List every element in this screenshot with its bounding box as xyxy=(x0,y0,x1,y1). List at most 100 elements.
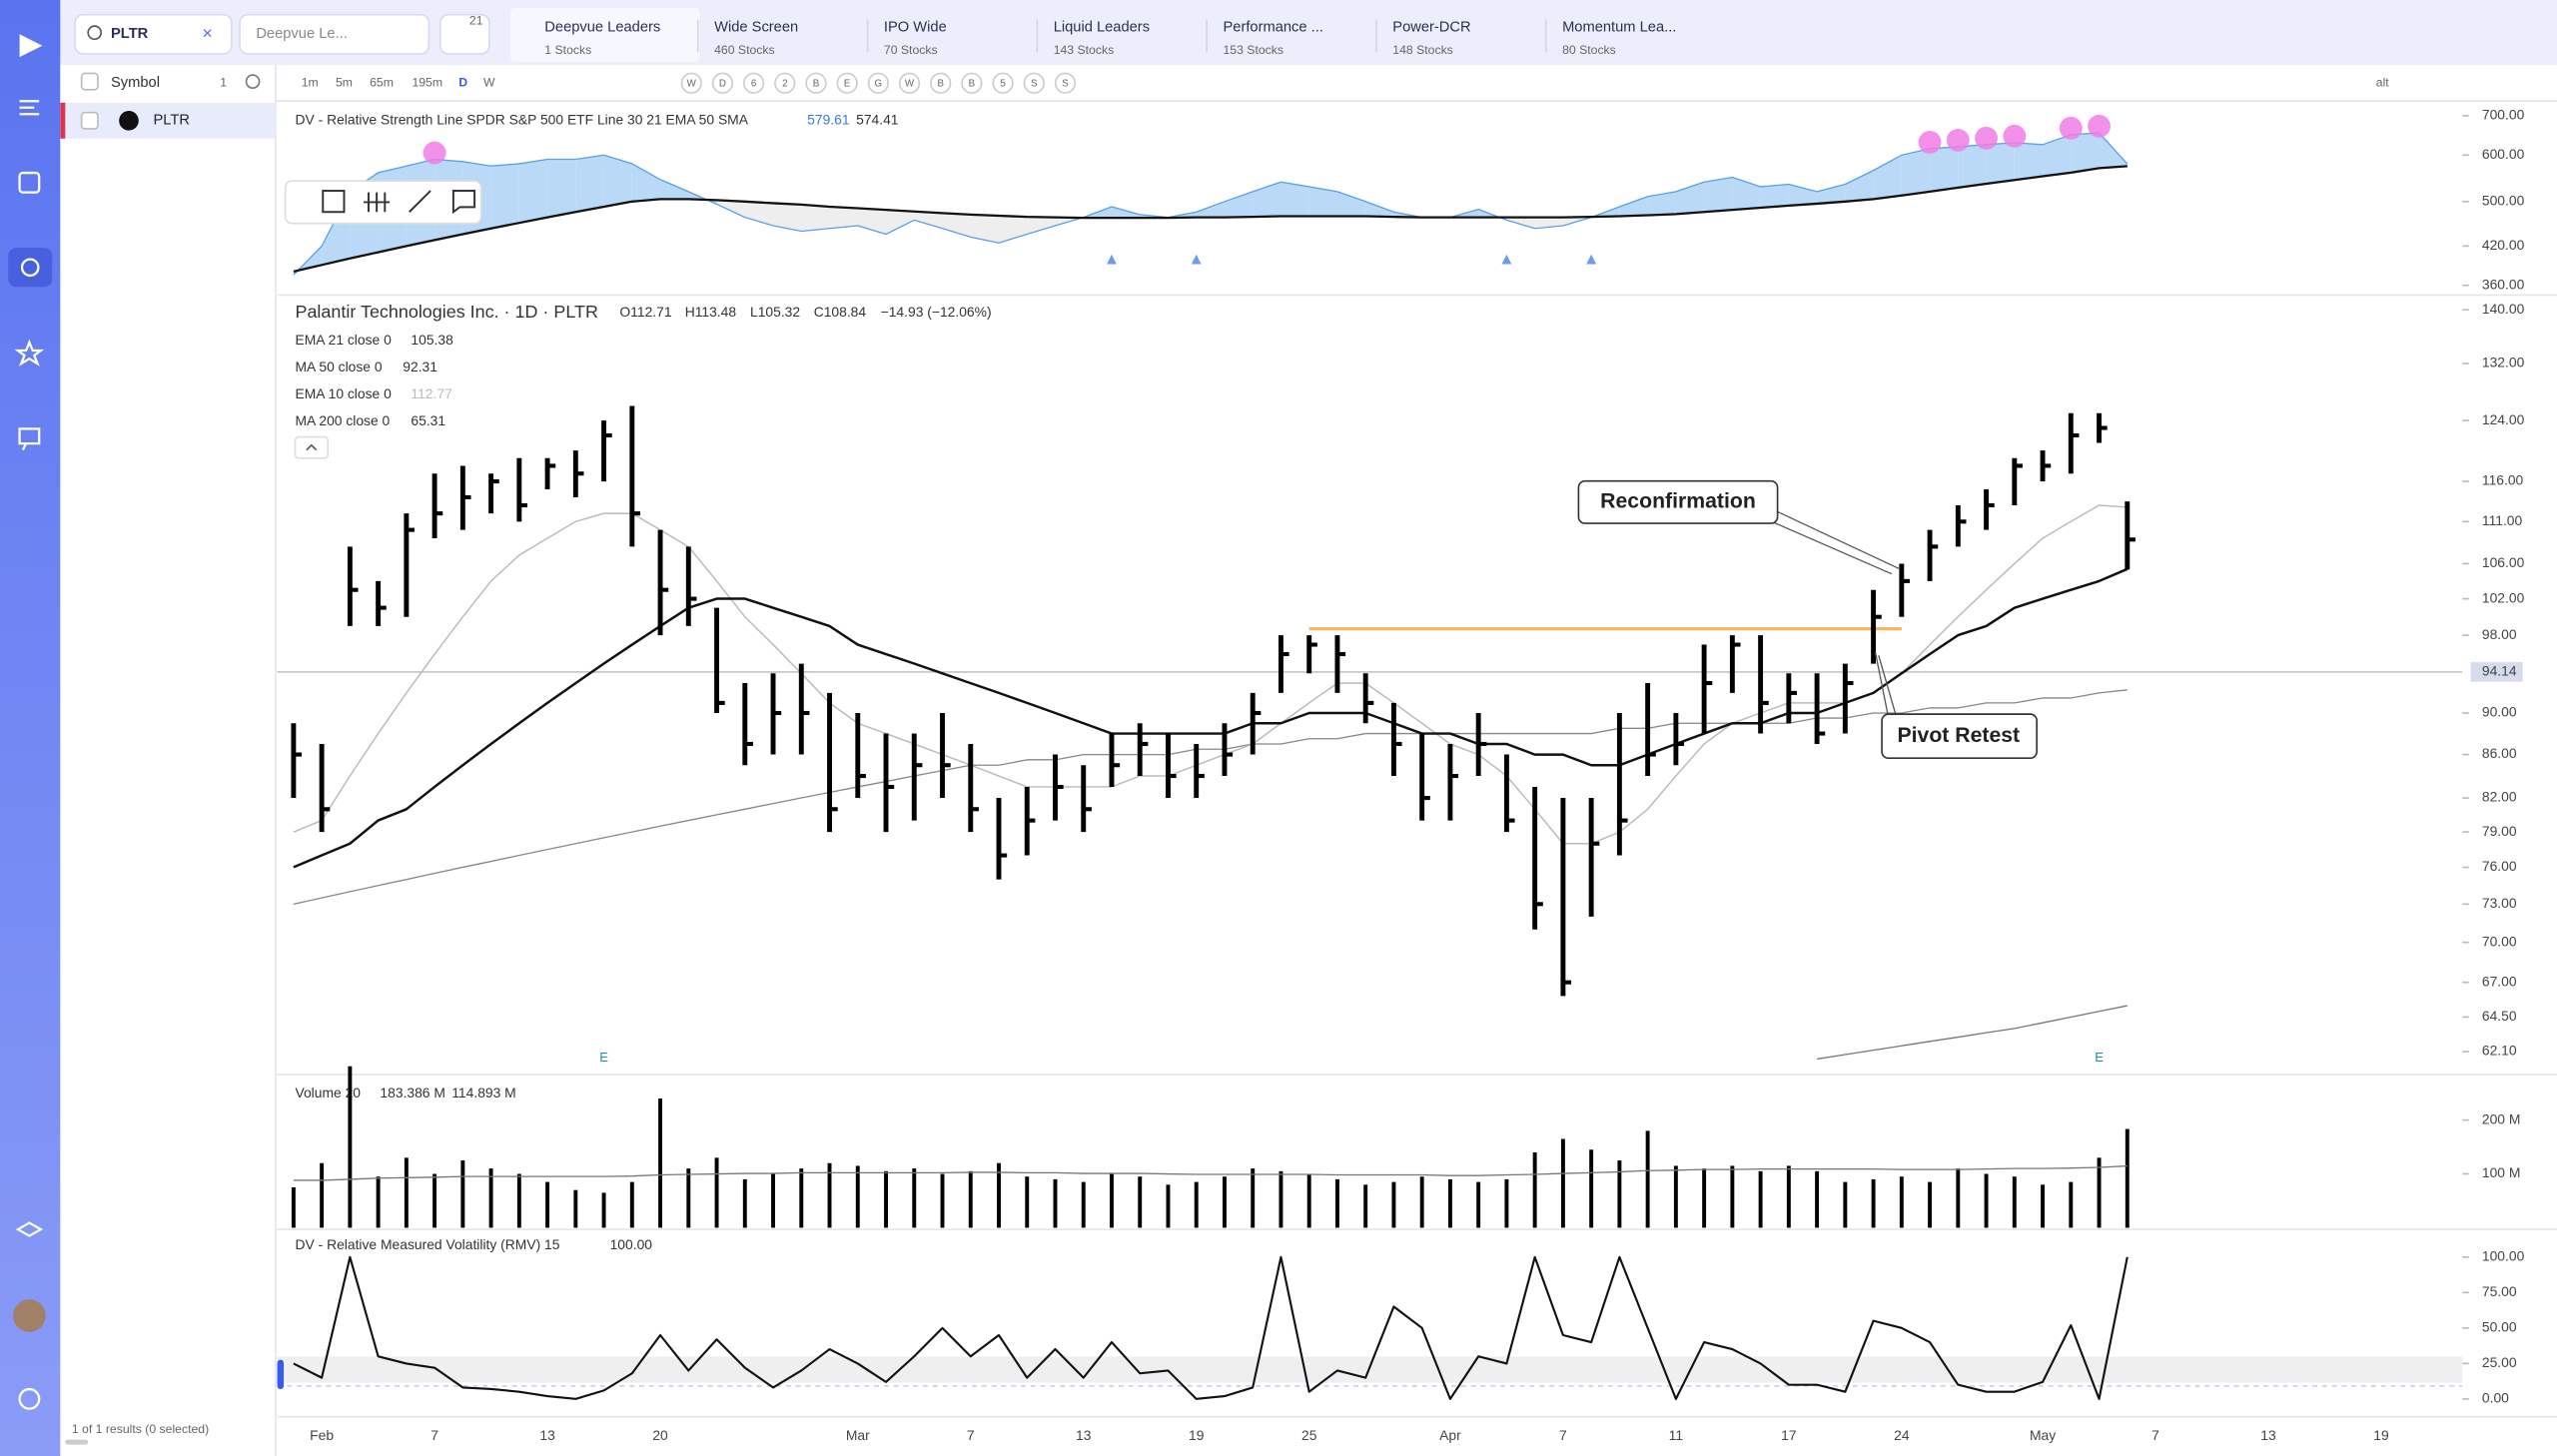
x-tick-label: May xyxy=(2030,1427,2056,1443)
tab-count: 80 Stocks xyxy=(1562,43,1616,57)
toolbar-chip[interactable] xyxy=(961,72,983,94)
indicator-value: 92.31 xyxy=(403,359,437,374)
y-tick-label: 75.00 xyxy=(2482,1283,2517,1299)
tab-count: 1 Stocks xyxy=(544,43,591,57)
tab-name[interactable]: IPO Wide xyxy=(884,20,947,36)
timeframe[interactable]: 65m xyxy=(370,76,394,90)
toolbar-chip[interactable] xyxy=(743,72,765,94)
tab-name[interactable]: Liquid Leaders xyxy=(1054,20,1150,36)
y-tick-label: 140.00 xyxy=(2482,301,2525,317)
rs-fill xyxy=(1308,186,1337,217)
annotation-box xyxy=(1881,713,2038,760)
x-tick-label: 20 xyxy=(652,1427,668,1443)
volume-bar xyxy=(1617,1160,1622,1228)
timeframe[interactable]: D xyxy=(458,76,467,90)
active-nav[interactable] xyxy=(8,248,53,288)
toolbar-chip[interactable] xyxy=(836,72,858,94)
rmv-handle[interactable] xyxy=(277,1359,285,1390)
avatar[interactable] xyxy=(13,1299,46,1332)
volume-bar xyxy=(320,1162,325,1228)
grid-icon[interactable] xyxy=(18,171,41,194)
rs-fill xyxy=(2014,142,2044,181)
y-tick-label: 116.00 xyxy=(2482,472,2524,488)
volume-bar xyxy=(714,1157,719,1228)
rs-fill xyxy=(631,163,661,202)
y-tick-label: 111.00 xyxy=(2482,512,2523,528)
rs-fill xyxy=(1675,182,1705,215)
collapse-button[interactable] xyxy=(294,435,329,459)
screen-icon[interactable] xyxy=(18,427,41,451)
rs-fill xyxy=(773,203,802,232)
help-icon[interactable] xyxy=(18,1387,41,1410)
volume-bar xyxy=(1815,1170,1820,1228)
collapse-icon xyxy=(306,443,318,451)
timeframe[interactable]: 1m xyxy=(302,76,319,90)
line-tool[interactable] xyxy=(409,190,431,213)
tab-name[interactable]: Wide Screen xyxy=(714,20,798,36)
scrollbar xyxy=(65,1439,89,1445)
timeframe[interactable]: 195m xyxy=(412,76,442,90)
toolbar-chip[interactable] xyxy=(774,72,796,94)
x-tick-label: 11 xyxy=(1669,1427,1684,1443)
menu-icon[interactable] xyxy=(19,100,40,116)
learn-icon[interactable] xyxy=(15,1221,44,1237)
star-icon[interactable] xyxy=(14,339,45,366)
y-tick-label: 106.00 xyxy=(2482,554,2525,570)
tab-name[interactable]: Momentum Lea... xyxy=(1562,20,1676,36)
y-tick-label: 132.00 xyxy=(2482,355,2525,370)
indicator-value: 105.38 xyxy=(411,332,453,348)
rect-tool[interactable] xyxy=(322,190,346,214)
watchlist-select[interactable] xyxy=(239,13,430,55)
timeframe[interactable]: W xyxy=(483,76,495,90)
rs-fill xyxy=(1958,144,1987,188)
toolbar-chip[interactable] xyxy=(711,72,734,94)
y-tick-label: 76.00 xyxy=(2482,858,2517,874)
tab-name[interactable]: Power-DCR xyxy=(1392,20,1470,36)
checkbox[interactable] xyxy=(80,72,99,91)
logo xyxy=(19,34,43,58)
tab-name[interactable]: Deepvue Leaders xyxy=(544,20,660,36)
nav-strip xyxy=(0,0,61,1456)
alt-select[interactable]: alt xyxy=(2376,76,2390,90)
volume-bar xyxy=(1334,1178,1339,1228)
timeframe[interactable]: 5m xyxy=(336,76,353,90)
x-tick-label: 7 xyxy=(967,1427,975,1443)
settings-icon[interactable] xyxy=(245,74,261,89)
toolbar-chip[interactable] xyxy=(930,72,952,94)
toolbar-letter: S xyxy=(1062,79,1069,90)
toolbar-chip[interactable] xyxy=(680,72,702,94)
volume-bar xyxy=(1560,1138,1565,1228)
fib-tool[interactable] xyxy=(364,192,391,213)
rs-fill xyxy=(603,155,632,207)
x-tick-label: 7 xyxy=(2151,1427,2159,1443)
ema10-line xyxy=(293,504,2128,845)
toolbar-chip[interactable] xyxy=(1023,72,1045,94)
indicator-name: EMA 21 close 0 xyxy=(296,332,393,348)
toolbar-letter: S xyxy=(1031,79,1038,90)
rs-fill xyxy=(1986,142,2015,185)
toolbar-chip[interactable] xyxy=(867,72,889,94)
toolbar-chip[interactable] xyxy=(992,72,1014,94)
toolbar-chip[interactable] xyxy=(898,72,921,94)
sidebar-footer: 1 of 1 results (0 selected) xyxy=(72,1422,209,1436)
search-box[interactable] xyxy=(74,13,233,55)
volume-bar xyxy=(460,1160,465,1228)
y-tick-label: 600.00 xyxy=(2482,146,2525,162)
rs-fill xyxy=(1704,177,1733,213)
volume-bar xyxy=(404,1157,409,1228)
checkbox[interactable] xyxy=(80,111,99,130)
toolbar-chip[interactable] xyxy=(1054,72,1077,94)
volume-bar xyxy=(1532,1151,1537,1228)
filter-button[interactable] xyxy=(439,13,490,55)
volume-bar xyxy=(1589,1149,1594,1228)
toolbar xyxy=(60,65,2557,102)
note-tool[interactable] xyxy=(451,190,476,215)
volume-bar xyxy=(997,1162,1001,1228)
scan-icon[interactable] xyxy=(20,258,40,278)
toolbar-chip[interactable] xyxy=(805,72,827,94)
clear-icon[interactable]: × xyxy=(202,23,212,43)
rs-fill xyxy=(1930,146,1959,192)
tab-name[interactable]: Performance ... xyxy=(1223,20,1322,36)
volume-bar xyxy=(1306,1173,1311,1228)
